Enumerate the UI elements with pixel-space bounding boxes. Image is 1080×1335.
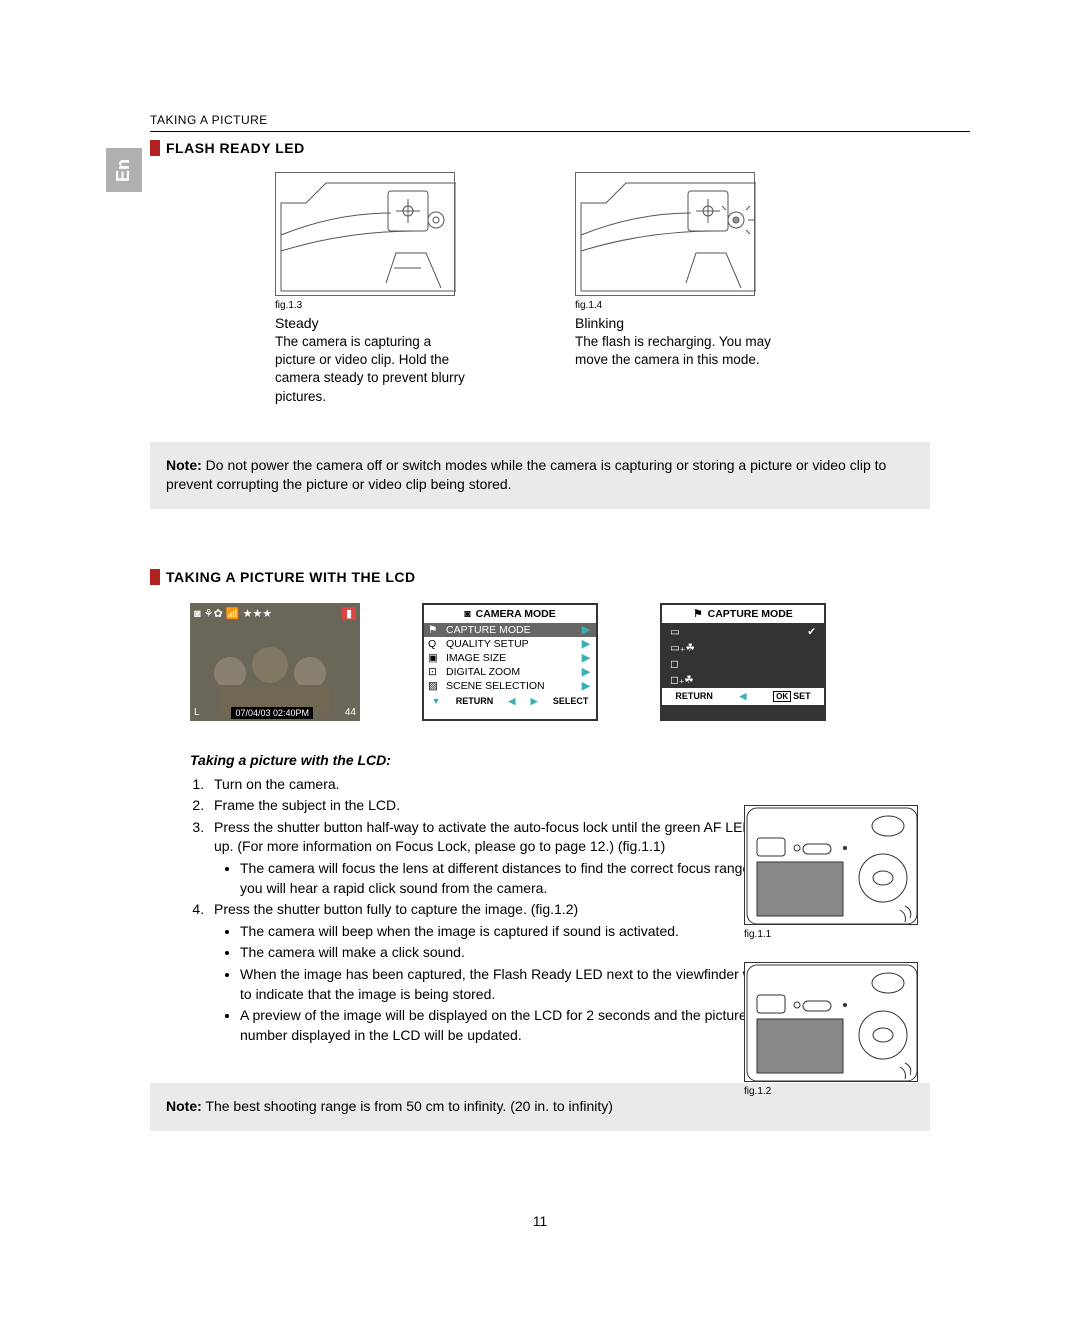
menu-item: ▭₊☘: [662, 640, 824, 656]
section-marker: [150, 140, 160, 156]
menu-item: ▣ IMAGE SIZE ▶: [424, 651, 596, 665]
menu-item: ◻₊☘: [662, 672, 824, 688]
menu-footer: RETURN ◀ OKSET: [662, 688, 824, 705]
step: Press the shutter button half-way to act…: [208, 818, 800, 898]
menu-item: ◻: [662, 656, 824, 672]
return-label: RETURN: [675, 691, 713, 702]
chevron-right-icon: ▶: [582, 638, 590, 650]
menu-item-icon: ▣: [428, 652, 442, 664]
figure-label: fig.1.4: [575, 300, 775, 311]
left-arrow-icon: ◀: [740, 691, 747, 702]
lcd-photo-preview: ◙ ⚘✿ 📶 ★★★ ▮ L 07/04/03 02:40PM 44: [190, 603, 360, 721]
section-title: TAKING A PICTURE WITH THE LCD: [166, 569, 416, 585]
led-blink-column: fig.1.4 Blinking The flash is recharging…: [575, 172, 775, 406]
menu-item: ▨ SCENE SELECTION ▶: [424, 679, 596, 693]
step: Press the shutter button fully to captur…: [208, 900, 800, 1045]
chevron-right-icon: ▶: [582, 652, 590, 664]
menu-item-icon: ▨: [428, 680, 442, 692]
menu-item-label: CAPTURE MODE: [446, 624, 531, 636]
down-arrow-icon: ▼: [432, 696, 441, 706]
menu-item: ▭✔: [662, 624, 824, 640]
ok-icon: OK: [773, 691, 791, 702]
return-label: RETURN: [456, 696, 494, 707]
led-title: Blinking: [575, 315, 775, 331]
check-icon: ✔: [807, 626, 816, 638]
right-arrow-icon: ▶: [531, 696, 538, 707]
camera-back-diagram: [744, 962, 918, 1082]
menu-item: ⚑ CAPTURE MODE ▶: [424, 623, 596, 637]
substep: The camera will beep when the image is c…: [240, 922, 800, 942]
menu-item-icon: Q: [428, 638, 442, 650]
lcd-top-left: ◙ ⚘✿ 📶 ★★★: [194, 607, 272, 620]
led-steady-column: fig.1.3 Steady The camera is capturing a…: [275, 172, 475, 406]
menu-title: ◙ CAMERA MODE: [424, 605, 596, 623]
lcd-top-right: ▮: [342, 607, 356, 620]
substep: The camera will focus the lens at differ…: [240, 859, 800, 898]
capture-mode-menu: ⚑ CAPTURE MODE ▭✔▭₊☘◻◻₊☘ RETURN ◀ OKSET: [660, 603, 826, 721]
set-label: SET: [793, 691, 811, 701]
chevron-right-icon: ▶: [582, 624, 590, 636]
menu-item-icon: ⚑: [428, 624, 442, 636]
camera-mode-menu: ◙ CAMERA MODE ⚑ CAPTURE MODE ▶ Q QUALITY SET…: [422, 603, 598, 721]
menu-footer: ▼ RETURN ◀ ▶ SELECT: [424, 693, 596, 710]
capture-mode-icon: ▭: [670, 626, 680, 638]
language-tab: En: [106, 148, 142, 192]
note-box: Note: Do not power the camera off or swi…: [150, 442, 930, 509]
led-desc: The flash is recharging. You may move th…: [575, 333, 775, 369]
capture-mode-icon: ◻: [670, 658, 679, 670]
figure-label: fig.1.2: [744, 1086, 924, 1097]
menu-item-label: IMAGE SIZE: [446, 652, 506, 664]
menu-item-label: QUALITY SETUP: [446, 638, 529, 650]
led-desc: The camera is capturing a picture or vid…: [275, 333, 475, 406]
camera-top-diagram: [575, 172, 755, 296]
lcd-counter: 44: [345, 707, 356, 719]
section-title-row: TAKING A PICTURE WITH THE LCD: [150, 569, 960, 585]
menu-item-label: SCENE SELECTION: [446, 680, 545, 692]
chevron-right-icon: ▶: [582, 666, 590, 678]
section-title: FLASH READY LED: [166, 140, 305, 156]
menu-item: ⊡ DIGITAL ZOOM ▶: [424, 665, 596, 679]
section-title-row: FLASH READY LED: [150, 140, 960, 156]
page-number: 11: [533, 1213, 548, 1229]
flag-icon: ⚑: [693, 608, 702, 620]
camera-top-diagram: [275, 172, 455, 296]
step: Turn on the camera.: [208, 775, 800, 795]
menu-item-icon: ⊡: [428, 666, 442, 678]
instructions-title: Taking a picture with the LCD:: [190, 751, 800, 771]
note-label: Note:: [166, 1098, 202, 1114]
camera-back-diagram: [744, 805, 918, 925]
menu-item: Q QUALITY SETUP ▶: [424, 637, 596, 651]
step: Frame the subject in the LCD.: [208, 796, 800, 816]
substep: When the image has been captured, the Fl…: [240, 965, 800, 1004]
figure-label: fig.1.1: [744, 929, 924, 940]
camera-icon: ◙: [464, 608, 470, 620]
note-text: Do not power the camera off or switch mo…: [166, 457, 886, 493]
note-text: The best shooting range is from 50 cm to…: [202, 1098, 613, 1114]
instructions-block: Taking a picture with the LCD: Turn on t…: [190, 751, 800, 1045]
note-label: Note:: [166, 457, 202, 473]
capture-mode-icon: ◻₊☘: [670, 674, 694, 686]
chevron-right-icon: ▶: [582, 680, 590, 692]
left-arrow-icon: ◀: [509, 696, 516, 707]
menu-title: ⚑ CAPTURE MODE: [662, 605, 824, 624]
chapter-header: TAKING A PICTURE: [120, 113, 960, 127]
substep: A preview of the image will be displayed…: [240, 1006, 800, 1045]
divider: [150, 131, 970, 132]
led-title: Steady: [275, 315, 475, 331]
substep: The camera will make a click sound.: [240, 943, 800, 963]
capture-mode-icon: ▭₊☘: [670, 642, 695, 654]
lcd-size-label: L: [194, 707, 200, 719]
section-marker: [150, 569, 160, 585]
lcd-date-stamp: 07/04/03 02:40PM: [231, 707, 313, 719]
figure-label: fig.1.3: [275, 300, 475, 311]
select-label: SELECT: [553, 696, 589, 707]
menu-item-label: DIGITAL ZOOM: [446, 666, 520, 678]
